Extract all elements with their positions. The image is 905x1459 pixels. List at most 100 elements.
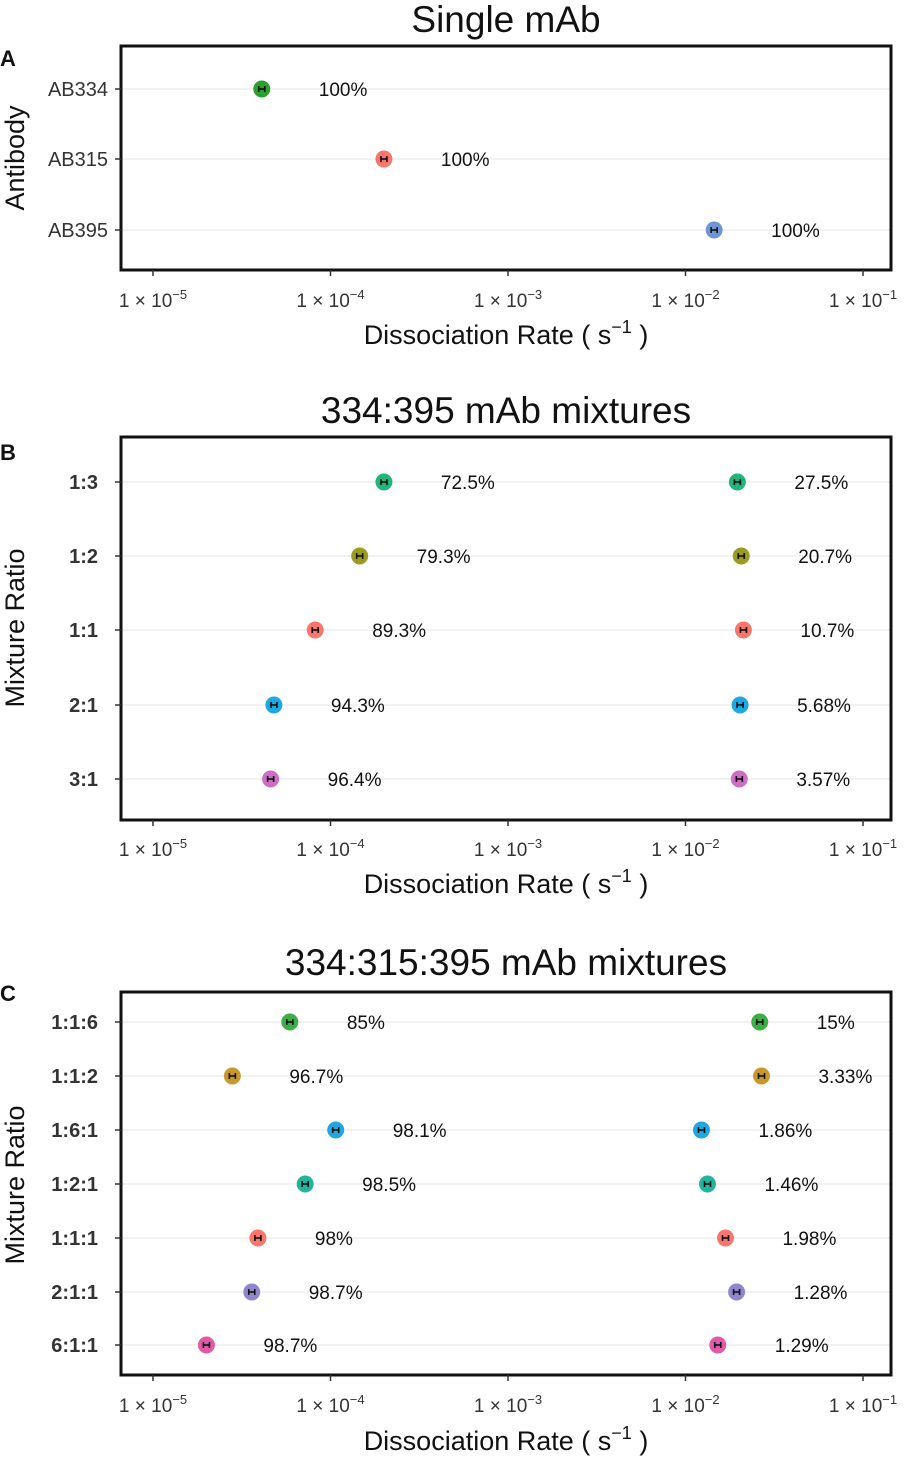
data-label: 1.29%: [775, 1336, 829, 1357]
data-point: 100%: [705, 221, 820, 242]
data-point: 20.7%: [732, 547, 852, 568]
y-axis-title: Mixture Ratio: [0, 1105, 30, 1264]
chart-title: Single mAb: [411, 0, 600, 40]
x-tick-base: 1 × 10: [119, 840, 172, 861]
x-axis-title: Dissociation Rate ( s−1 ): [364, 866, 649, 899]
x-tick-base: 1 × 10: [296, 1396, 349, 1417]
x-tick-base: 1 × 10: [829, 291, 882, 312]
x-tick-label: 1 × 10−5: [119, 287, 187, 312]
y-tick-label: 1:2:1: [51, 1174, 98, 1196]
x-tick-exponent: −5: [172, 287, 187, 302]
data-point: 85%: [281, 1013, 385, 1034]
data-point: 94.3%: [265, 696, 385, 717]
x-tick-base: 1 × 10: [651, 1396, 704, 1417]
x-tick-exponent: −3: [527, 1392, 542, 1407]
data-label: 79.3%: [417, 547, 471, 568]
chart-title: 334:395 mAb mixtures: [321, 390, 691, 431]
data-label: 98.5%: [362, 1175, 416, 1196]
data-label: 10.7%: [800, 621, 854, 642]
y-tick-label: 1:1:6: [51, 1012, 98, 1034]
y-tick-label: 1:2: [69, 546, 98, 568]
x-axis-title-exponent: −1: [611, 1423, 632, 1443]
data-label: 1.98%: [782, 1229, 836, 1250]
data-label: 100%: [441, 150, 490, 171]
data-label: 89.3%: [372, 621, 426, 642]
x-tick-base: 1 × 10: [119, 1396, 172, 1417]
x-axis-title-suffix: ): [632, 320, 649, 350]
x-tick-label: 1 × 10−4: [296, 836, 364, 861]
data-label: 100%: [319, 80, 368, 101]
x-tick-label: 1 × 10−2: [651, 836, 719, 861]
y-tick-label: AB395: [48, 220, 108, 242]
y-tick-label: 6:1:1: [51, 1335, 98, 1357]
data-point: 27.5%: [728, 473, 848, 494]
y-tick-label: 1:1: [69, 620, 98, 642]
data-point: 1.46%: [698, 1175, 818, 1196]
data-label: 100%: [771, 221, 820, 242]
x-tick-label: 1 × 10−1: [829, 836, 897, 861]
y-tick-label: 2:1: [69, 695, 98, 717]
data-point: 96.7%: [223, 1067, 343, 1088]
data-point: 98.5%: [296, 1175, 416, 1196]
x-tick-label: 1 × 10−1: [829, 1392, 897, 1417]
x-axis-title-suffix: ): [632, 869, 649, 899]
x-tick-exponent: −3: [527, 287, 542, 302]
data-label: 96.4%: [328, 770, 382, 791]
y-tick-label: AB334: [48, 79, 108, 101]
data-point: 98.7%: [197, 1336, 317, 1357]
x-tick-base: 1 × 10: [829, 840, 882, 861]
x-tick-exponent: −4: [350, 287, 365, 302]
x-tick-label: 1 × 10−4: [296, 1392, 364, 1417]
panel-label: A: [0, 46, 16, 71]
data-label: 20.7%: [798, 547, 852, 568]
data-label: 1.46%: [764, 1175, 818, 1196]
y-axis-title: Antibody: [0, 105, 30, 211]
x-tick-label: 1 × 10−5: [119, 836, 187, 861]
x-tick-label: 1 × 10−2: [651, 1392, 719, 1417]
x-axis-title-text: Dissociation Rate ( s: [364, 869, 612, 899]
x-tick-label: 1 × 10−3: [474, 836, 542, 861]
plot-frame: [119, 44, 893, 272]
data-label: 98.7%: [263, 1336, 317, 1357]
data-point: 5.68%: [731, 696, 851, 717]
x-tick-base: 1 × 10: [474, 1396, 527, 1417]
panel-a: A Single mAb AB334 AB315 AB395 Antibody 1 × 10…: [0, 0, 897, 350]
data-point: 1.98%: [716, 1229, 836, 1250]
data-label: 98.7%: [309, 1283, 363, 1304]
x-tick-base: 1 × 10: [296, 840, 349, 861]
y-tick-label: 2:1:1: [51, 1282, 98, 1304]
x-tick-base: 1 × 10: [651, 840, 704, 861]
data-point: 98.7%: [243, 1283, 363, 1304]
data-point: 96.4%: [262, 770, 382, 791]
data-point: 15%: [751, 1013, 855, 1034]
x-tick-base: 1 × 10: [474, 291, 527, 312]
data-label: 98%: [315, 1229, 353, 1250]
data-point: 72.5%: [375, 473, 495, 494]
x-tick-exponent: −2: [705, 287, 720, 302]
data-label: 96.7%: [289, 1067, 343, 1088]
data-label: 1.28%: [794, 1283, 848, 1304]
data-label: 94.3%: [331, 696, 385, 717]
data-label: 3.57%: [796, 770, 850, 791]
x-tick-exponent: −2: [705, 836, 720, 851]
x-tick-exponent: −5: [172, 836, 187, 851]
y-tick-label: 1:6:1: [51, 1120, 98, 1142]
data-label: 1.86%: [758, 1121, 812, 1142]
data-point: 79.3%: [351, 547, 471, 568]
data-point: 100%: [253, 80, 367, 101]
chart-title: 334:315:395 mAb mixtures: [285, 942, 727, 983]
panel-label: B: [0, 440, 16, 465]
data-label: 3.33%: [818, 1067, 872, 1088]
data-point: 3.57%: [730, 770, 850, 791]
y-tick-label: 1:3: [69, 472, 98, 494]
y-tick-label: AB315: [48, 149, 108, 171]
x-tick-base: 1 × 10: [651, 291, 704, 312]
x-tick-exponent: −4: [350, 1392, 365, 1407]
x-tick-label: 1 × 10−4: [296, 287, 364, 312]
y-tick-label: 1:1:1: [51, 1228, 98, 1250]
x-axis-title: Dissociation Rate ( s−1 ): [364, 1423, 649, 1456]
x-tick-base: 1 × 10: [119, 291, 172, 312]
x-tick-exponent: −1: [882, 836, 897, 851]
data-point: 1.86%: [692, 1121, 812, 1142]
x-tick-exponent: −1: [882, 1392, 897, 1407]
